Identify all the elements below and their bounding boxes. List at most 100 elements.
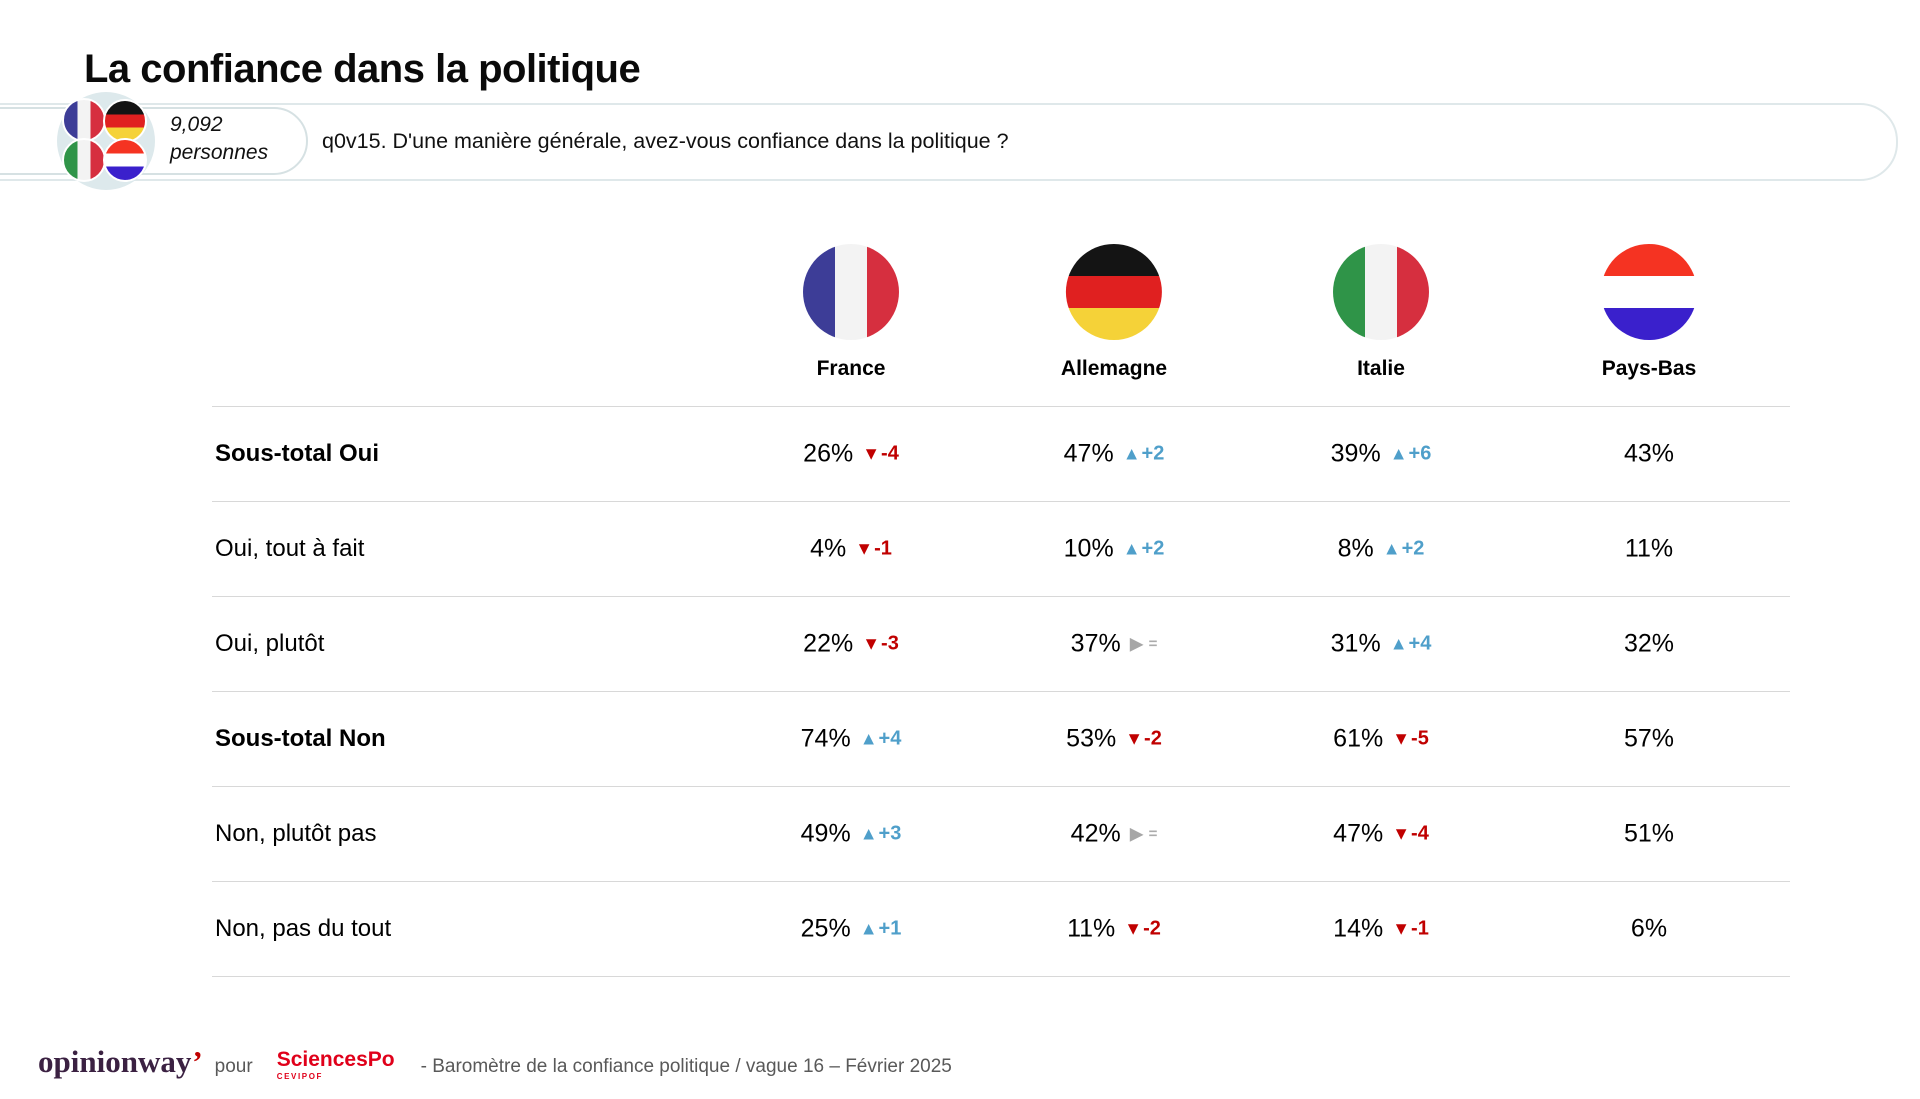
value-cell-de: 47% ▲ +2: [1064, 439, 1165, 468]
percent-value: 14%: [1333, 914, 1384, 942]
percent-value: 47%: [1333, 819, 1384, 847]
percent-value: 26%: [803, 439, 854, 467]
percent-value: 57%: [1623, 724, 1675, 752]
trend-delta: -2: [1144, 727, 1162, 749]
trend-stable-icon: ▶: [1129, 633, 1144, 654]
value-cell-nl: 57%: [1624, 724, 1674, 753]
percent-value: 37%: [1070, 629, 1121, 657]
percent-value: 31%: [1330, 629, 1381, 657]
value-cell-it: 61% ▼ -5: [1333, 724, 1429, 753]
trend-delta: +3: [878, 822, 902, 844]
trend-down-icon: ▼: [1124, 918, 1143, 939]
row-separator: [212, 501, 1790, 502]
percent-value: 4%: [810, 534, 847, 562]
trend-up-icon: ▲: [1122, 443, 1141, 464]
value-cell-de: 37% ▶ =: [1071, 629, 1158, 658]
trend-delta: +2: [1141, 537, 1165, 559]
value-cell-fr: 25% ▲ +1: [801, 914, 902, 943]
column-label: Allemagne: [1060, 357, 1168, 380]
trend-up-icon: ▲: [859, 823, 878, 844]
opinionway-logo-mark: ’: [192, 1044, 203, 1079]
trend-down-icon: ▼: [855, 538, 874, 559]
sciencespo-logo-name: SciencesPo: [276, 1047, 395, 1071]
value-cell-it: 8% ▲ +2: [1338, 534, 1425, 563]
trend-up-icon: ▲: [1389, 443, 1408, 464]
table-row: Sous-total Oui 26% ▼ -4 47% ▲ +2 39% ▲ +6 43%: [0, 406, 1920, 501]
percent-value: 39%: [1330, 439, 1381, 467]
percent-value: 25%: [800, 914, 851, 942]
footer: opinionway’ pour SciencesPo CEVIPOF - Ba…: [38, 1044, 952, 1081]
row-label: Oui, tout à fait: [215, 534, 365, 562]
trend-down-icon: ▼: [1125, 728, 1144, 749]
trend-stable-icon: ▶: [1129, 823, 1144, 844]
allemagne-flag-icon: [1065, 244, 1162, 340]
italie-flag-icon: [1333, 244, 1429, 340]
row-separator: [212, 691, 1790, 692]
value-cell-nl: 11%: [1625, 534, 1673, 563]
trend-delta: +1: [878, 917, 902, 939]
netherlands-flag-icon: [103, 138, 147, 182]
page-title: La confiance dans la politique: [84, 46, 641, 91]
trend-delta: -1: [874, 537, 892, 559]
sample-unit: personnes: [170, 141, 269, 164]
france-flag-icon: [62, 98, 106, 142]
value-cell-nl: 6%: [1631, 914, 1667, 943]
value-cell-fr: 22% ▼ -3: [803, 629, 899, 658]
table-row: Non, plutôt pas 49% ▲ +3 42% ▶ = 47% ▼ -4 51%: [0, 786, 1920, 881]
row-separator: [212, 786, 1790, 787]
value-cell-it: 39% ▲ +6: [1331, 439, 1432, 468]
trend-delta: =: [1148, 635, 1158, 652]
cevipof-logo-sub: CEVIPOF: [276, 1071, 324, 1081]
italy-flag-icon: [62, 138, 106, 182]
pays-bas-flag-icon: [1601, 244, 1697, 340]
row-separator: [212, 976, 1790, 977]
trend-down-icon: ▼: [862, 633, 881, 654]
column-header-it: Italie: [1333, 244, 1429, 381]
trend-delta: +6: [1408, 442, 1432, 464]
germany-flag-icon: [103, 99, 147, 143]
column-label: France: [816, 357, 886, 380]
percent-value: 49%: [800, 819, 851, 847]
trend-down-icon: ▼: [1392, 823, 1411, 844]
question-band: [0, 103, 1898, 181]
percent-value: 51%: [1623, 819, 1675, 847]
percent-value: 47%: [1063, 439, 1114, 467]
percent-value: 61%: [1333, 724, 1384, 752]
trend-delta: +2: [1401, 537, 1425, 559]
table-row: Oui, plutôt 22% ▼ -3 37% ▶ = 31% ▲ +4 32%: [0, 596, 1920, 691]
value-cell-de: 42% ▶ =: [1071, 819, 1158, 848]
trend-delta: -3: [881, 632, 899, 654]
column-header-fr: France: [803, 244, 899, 381]
row-label: Non, plutôt pas: [215, 819, 377, 847]
value-cell-fr: 26% ▼ -4: [803, 439, 899, 468]
value-cell-fr: 49% ▲ +3: [801, 819, 902, 848]
percent-value: 22%: [803, 629, 854, 657]
sample-size: 9,092 personnes: [170, 111, 268, 167]
trend-delta: -2: [1143, 917, 1161, 939]
column-label: Pays-Bas: [1601, 357, 1697, 380]
trend-delta: -4: [1411, 822, 1429, 844]
value-cell-it: 47% ▼ -4: [1333, 819, 1429, 848]
table-row: Sous-total Non 74% ▲ +4 53% ▼ -2 61% ▼ -5 57%: [0, 691, 1920, 786]
trend-delta: +4: [878, 727, 902, 749]
percent-value: 11%: [1067, 914, 1116, 942]
sample-count: 9,092: [170, 113, 223, 136]
row-separator: [212, 596, 1790, 597]
value-cell-fr: 4% ▼ -1: [810, 534, 892, 563]
trend-delta: +2: [1141, 442, 1165, 464]
trend-up-icon: ▲: [1382, 538, 1401, 559]
question-text: q0v15. D'une manière générale, avez-vous…: [322, 129, 1009, 153]
footer-caption: - Baromètre de la confiance politique / …: [420, 1056, 952, 1077]
percent-value: 32%: [1623, 629, 1675, 657]
trend-down-icon: ▼: [1392, 728, 1411, 749]
value-cell-de: 11% ▼ -2: [1067, 914, 1161, 943]
value-cell-fr: 74% ▲ +4: [801, 724, 902, 753]
column-header-de: Allemagne: [1061, 244, 1167, 381]
trend-up-icon: ▲: [859, 918, 878, 939]
value-cell-de: 53% ▼ -2: [1066, 724, 1162, 753]
value-cell-nl: 51%: [1624, 819, 1674, 848]
value-cell-nl: 32%: [1624, 629, 1674, 658]
table-row: Oui, tout à fait 4% ▼ -1 10% ▲ +2 8% ▲ +2 11%: [0, 501, 1920, 596]
percent-value: 11%: [1624, 534, 1674, 562]
